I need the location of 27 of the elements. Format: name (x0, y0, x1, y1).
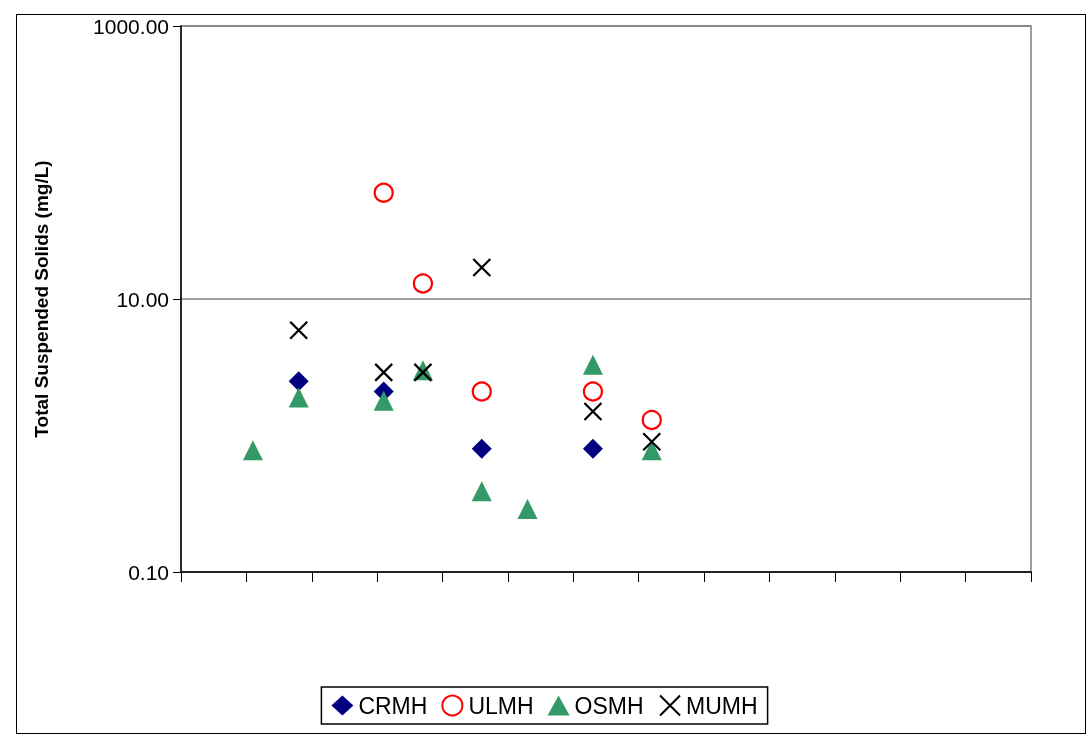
point (288, 387, 309, 408)
point (517, 498, 538, 519)
point (373, 390, 394, 411)
point (471, 381, 492, 402)
y-tick-label: 1000.00 (93, 14, 169, 38)
point (373, 182, 394, 203)
point (583, 401, 603, 422)
point (374, 362, 394, 382)
legend-label: ULMH (468, 692, 534, 719)
point (288, 371, 309, 392)
point (642, 432, 662, 452)
y-tick-label: 10.00 (116, 287, 169, 311)
legend-label: MUMH (686, 692, 758, 719)
point (582, 381, 604, 402)
point (289, 320, 309, 340)
point (641, 409, 662, 431)
y-axis-title: Total Suspended Solids (mg/L) (31, 160, 52, 438)
point (471, 481, 492, 502)
point (582, 438, 603, 459)
legend-label: CRMH (358, 692, 428, 719)
point (472, 257, 492, 278)
legend-label: OSMH (574, 692, 644, 719)
point (412, 273, 434, 294)
point (582, 354, 603, 375)
point (471, 438, 492, 459)
point (242, 440, 263, 461)
y-tick-label: 0.10 (128, 560, 169, 584)
